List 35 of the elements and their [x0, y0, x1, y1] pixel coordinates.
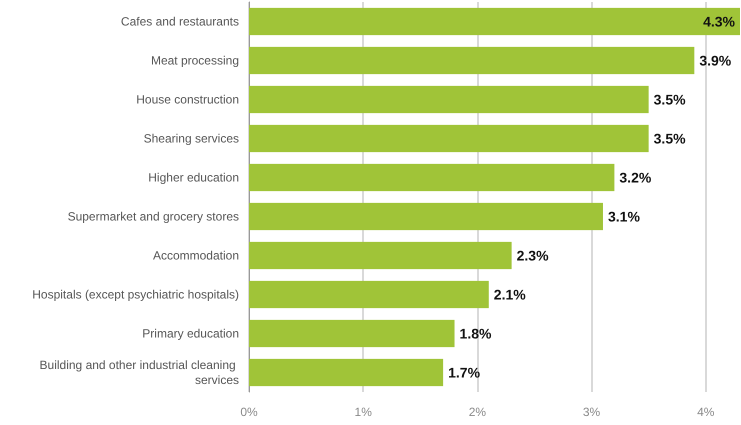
bar — [249, 242, 512, 270]
data-label: 3.9% — [699, 52, 732, 68]
data-label: 3.1% — [608, 208, 640, 224]
y-tick-label: Primary education — [142, 326, 239, 340]
x-tick-label: 1% — [354, 405, 372, 419]
x-tick-label: 2% — [468, 405, 486, 419]
data-label: 3.5% — [654, 92, 686, 108]
bar — [249, 86, 649, 114]
bar — [249, 46, 694, 74]
bar — [249, 202, 603, 230]
y-tick-label: Shearing services — [144, 132, 239, 146]
data-label: 3.5% — [654, 130, 686, 146]
x-tick-label: 0% — [240, 405, 258, 419]
bar — [249, 164, 614, 192]
y-tick-label: Supermarket and grocery stores — [68, 210, 239, 224]
y-tick-label: Hospitals (except psychiatric hospitals) — [32, 288, 239, 302]
y-tick-label: Accommodation — [152, 248, 239, 262]
y-tick-label: Cafes and restaurants — [120, 14, 239, 28]
y-tick-label: House construction — [136, 92, 239, 106]
data-label: 1.8% — [460, 326, 492, 342]
bar — [249, 358, 444, 386]
data-label: 4.3% — [703, 14, 736, 30]
bar — [249, 8, 740, 36]
y-tick-label: Building and other industrial cleaning services — [40, 358, 239, 387]
x-tick-label: 3% — [582, 405, 601, 419]
bar — [249, 124, 649, 152]
x-tick-label: 4% — [697, 405, 715, 419]
bar — [249, 320, 455, 348]
data-label: 2.3% — [516, 248, 550, 264]
data-label: 1.7% — [448, 364, 481, 380]
y-tick-label: Higher education — [148, 170, 239, 184]
data-label: 3.2% — [619, 170, 652, 186]
bar — [249, 280, 489, 308]
y-tick-label: Meat processing — [150, 54, 239, 68]
data-label: 2.1% — [494, 286, 526, 302]
